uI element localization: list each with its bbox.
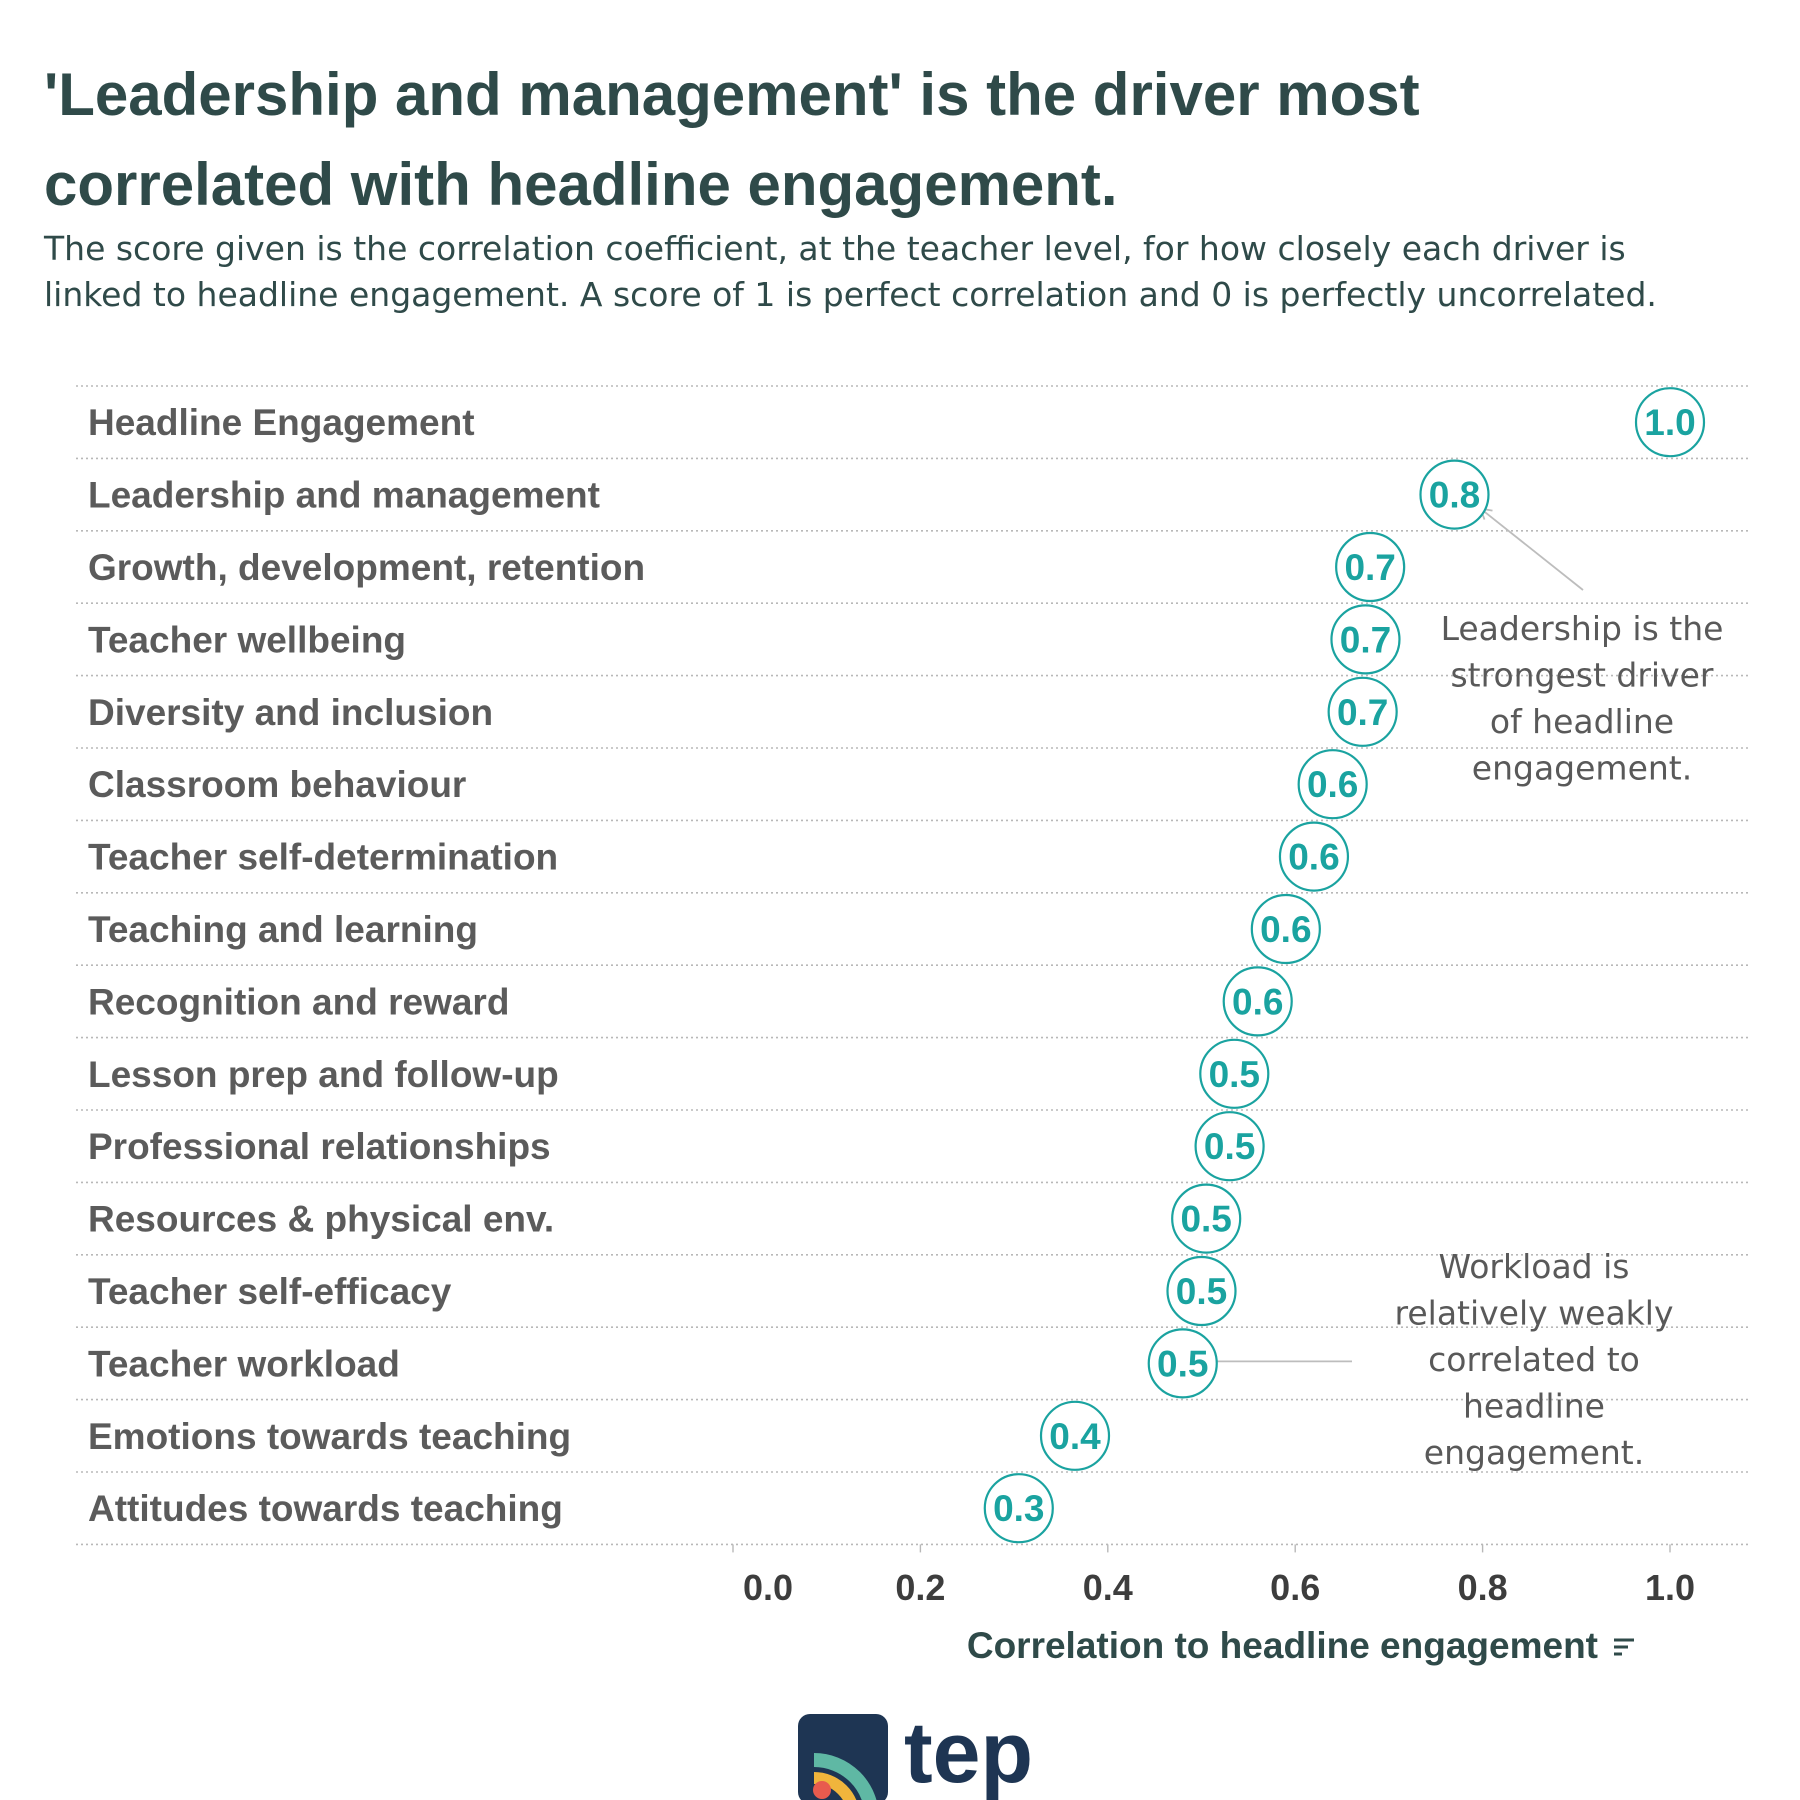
- annotation-text: relatively weakly: [1395, 1294, 1674, 1333]
- row-label: Teacher wellbeing: [88, 619, 406, 660]
- chart-title: 'Leadership and management' is the drive…: [44, 50, 1644, 230]
- annotation-text: Workload is: [1439, 1247, 1630, 1286]
- row-labels: Headline Engagement Leadership and manage…: [88, 402, 645, 1529]
- chart-title-line-1: 'Leadership and management' is the drive…: [44, 61, 1420, 128]
- chart-subtitle-line-1: The score given is the correlation coeff…: [44, 229, 1626, 268]
- annotation-text: strongest driver: [1450, 656, 1713, 695]
- logo-arc-middle: [813, 1772, 857, 1800]
- data-label: 0.5: [1176, 1271, 1227, 1312]
- data-label: 0.6: [1260, 909, 1311, 950]
- x-tick-label: 0.6: [1270, 1567, 1320, 1608]
- data-label: 0.5: [1180, 1199, 1231, 1240]
- row-label: Professional relationships: [88, 1126, 551, 1167]
- data-point-circle: [1297, 749, 1368, 820]
- data-point-circle: [1278, 821, 1350, 892]
- logo-wordmark: tep: [904, 1705, 1033, 1800]
- row-label: Resources & physical env.: [88, 1199, 554, 1240]
- row-label: Teacher self-efficacy: [88, 1271, 452, 1312]
- annotation-text: correlated to: [1428, 1340, 1640, 1379]
- x-axis: 0.0 0.2 0.4 0.6 0.8 1.0 Correlation to headlin…: [732, 1544, 1695, 1666]
- data-point-circle: [1419, 459, 1490, 530]
- data-label: 0.6: [1288, 837, 1339, 878]
- data-point-circle: [1250, 893, 1321, 965]
- row-label: Attitudes towards teaching: [88, 1488, 563, 1529]
- data-point-circle: [1166, 1255, 1237, 1327]
- data-point-circle: [1222, 966, 1293, 1037]
- row-label: Emotions towards teaching: [88, 1416, 571, 1457]
- data-label: 0.6: [1232, 981, 1283, 1022]
- annotation-connector: [1479, 507, 1584, 591]
- x-axis-title: Correlation to headline engagement: [967, 1625, 1598, 1666]
- data-label: 1.0: [1644, 402, 1695, 443]
- logo-arc-outer: [813, 1753, 877, 1800]
- data-point-circle: [1039, 1400, 1111, 1471]
- data-point-circle: [1147, 1328, 1218, 1399]
- annotation-text: engagement.: [1424, 1433, 1644, 1472]
- row-label: Classroom behaviour: [88, 764, 466, 805]
- row-label: Headline Engagement: [88, 402, 475, 443]
- annotation-text: engagement.: [1472, 749, 1692, 788]
- chart-subtitle: The score given is the correlation coeff…: [44, 226, 1764, 318]
- row-label: Growth, development, retention: [88, 547, 645, 588]
- data-label: 0.7: [1337, 692, 1388, 733]
- chart-title-line-2: correlated with headline engagement.: [44, 151, 1118, 218]
- x-tick-label: 0.8: [1458, 1567, 1508, 1608]
- data-label: 0.3: [993, 1488, 1044, 1529]
- data-point-circle: [1194, 1111, 1265, 1182]
- x-tick-label: 0.0: [743, 1567, 793, 1608]
- tep-logo: tep: [798, 1705, 1033, 1800]
- data-point-circle: [983, 1473, 1054, 1544]
- row-label: Recognition and reward: [88, 981, 509, 1022]
- x-tick-label: 0.4: [1083, 1567, 1133, 1608]
- data-point-circle: [1327, 676, 1398, 747]
- row-label: Lesson prep and follow-up: [88, 1054, 559, 1095]
- data-label: 0.5: [1209, 1054, 1260, 1095]
- sort-descending-icon: [1614, 1638, 1634, 1656]
- data-point-circle: [1330, 604, 1401, 675]
- data-point-circle: [1171, 1183, 1242, 1254]
- logo-dot: [813, 1781, 831, 1799]
- data-point-circle: [1634, 387, 1706, 458]
- data-label: 0.4: [1049, 1416, 1101, 1457]
- data-label: 0.7: [1344, 547, 1395, 588]
- annotation-text: of headline: [1490, 702, 1674, 741]
- annotations: Leadership is the strongest driver of head…: [1216, 507, 1724, 1472]
- data-label: 0.7: [1340, 619, 1391, 660]
- annotation-text: Leadership is the: [1441, 609, 1724, 648]
- data-label: 0.8: [1429, 475, 1480, 516]
- row-label: Leadership and management: [88, 475, 600, 516]
- gridlines: [76, 385, 1750, 1546]
- row-label: Teaching and learning: [88, 909, 478, 950]
- data-label: 0.6: [1307, 764, 1358, 805]
- data-point-circle: [1335, 531, 1406, 603]
- row-label: Teacher workload: [88, 1343, 400, 1384]
- data-point-circle: [1199, 1038, 1270, 1109]
- data-marks: 1.0 0.8 0.7 0.7 0.7 0.6 0.6 0.6 0.6 0.5 0.5 0.5 0.5 0…: [983, 387, 1706, 1544]
- row-label: Teacher self-determination: [88, 837, 558, 878]
- row-label: Diversity and inclusion: [88, 692, 493, 733]
- chart-subtitle-line-2: linked to headline engagement. A score o…: [44, 275, 1657, 314]
- data-label: 0.5: [1204, 1126, 1255, 1167]
- x-tick-label: 0.2: [895, 1567, 945, 1608]
- x-tick-label: 1.0: [1645, 1567, 1695, 1608]
- data-label: 0.5: [1157, 1343, 1208, 1384]
- annotation-text: headline: [1463, 1387, 1605, 1426]
